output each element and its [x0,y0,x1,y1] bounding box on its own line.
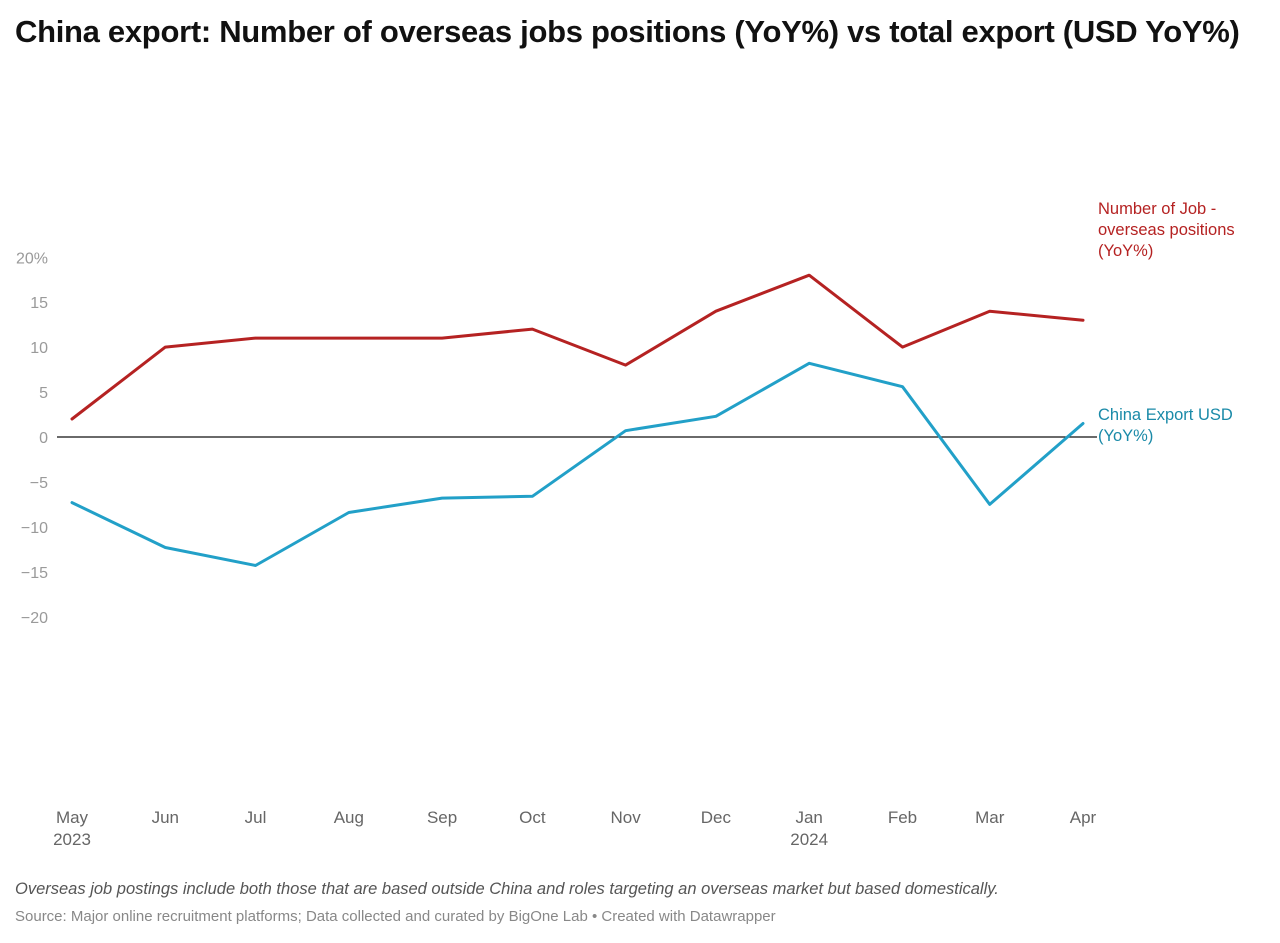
series-label: overseas positions [1098,221,1235,239]
x-tick-label: Mar [975,808,1005,827]
y-tick-label: −15 [21,565,48,582]
x-tick-label: Sep [427,808,457,827]
x-tick-label: Jan [795,808,822,827]
chart-note: Overseas job postings include both those… [15,880,999,898]
x-tick-label: Apr [1070,808,1097,827]
y-tick-label: −5 [30,475,48,492]
y-tick-label: 10 [30,340,48,357]
series-label: China Export USD [1098,406,1233,424]
x-tick-label: Dec [701,808,732,827]
x-tick-label: May [56,808,89,827]
series-label: (YoY%) [1098,242,1153,260]
y-tick-label: 0 [39,430,48,447]
y-tick-label: −20 [21,610,48,627]
x-tick-label: 2024 [790,830,828,849]
x-tick-label: Nov [611,808,642,827]
y-tick-label: 5 [39,385,48,402]
y-tick-label: 15 [30,295,48,312]
x-tick-label: Feb [888,808,917,827]
x-tick-label: Jun [152,808,179,827]
series-line-1 [70,361,1085,567]
y-tick-label: −10 [21,520,48,537]
series-label: Number of Job - [1098,200,1216,218]
series-line-0 [70,273,1085,421]
x-tick-label: 2023 [53,830,91,849]
x-tick-label: Jul [245,808,267,827]
x-tick-label: Oct [519,808,546,827]
y-tick-label: 20% [16,250,48,267]
chart-title: China export: Number of overseas jobs po… [15,14,1240,49]
series-label: (YoY%) [1098,427,1153,445]
chart-source: Source: Major online recruitment platfor… [15,908,776,925]
x-tick-label: Aug [334,808,364,827]
